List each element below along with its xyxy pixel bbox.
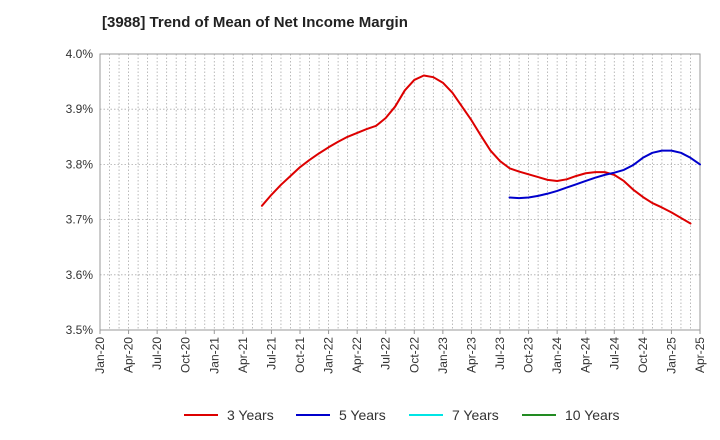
y-tick-label: 3.7% — [66, 213, 94, 227]
series-line-5-years — [508, 149, 701, 200]
x-tick-label: Jan-25 — [664, 337, 678, 374]
x-tick-label: Jan-22 — [322, 337, 336, 374]
x-tick-label: Jan-23 — [436, 337, 450, 374]
series-lines — [260, 74, 701, 225]
legend-swatch — [184, 414, 218, 416]
x-tick-label: Apr-22 — [350, 337, 364, 373]
y-tick-label: 4.0% — [66, 47, 94, 61]
x-tick-label: Apr-21 — [236, 337, 250, 373]
x-tick-label: Apr-24 — [579, 337, 593, 373]
x-tick-label: Oct-21 — [293, 337, 307, 373]
legend-label: 3 Years — [227, 407, 274, 423]
x-tick-label: Oct-22 — [407, 337, 421, 373]
x-tick-label: Jul-22 — [379, 337, 393, 370]
x-tick-label: Jul-24 — [607, 337, 621, 370]
legend-swatch — [409, 414, 443, 416]
legend: 3 Years 5 Years 7 Years 10 Years — [0, 404, 720, 426]
x-tick-label: Apr-23 — [464, 337, 478, 373]
legend-swatch — [522, 414, 556, 416]
legend-label: 7 Years — [452, 407, 499, 423]
y-tick-label: 3.8% — [66, 157, 94, 171]
x-axis-ticks: Jan-20 Apr-20 Jul-20 Oct-20 Jan-21 Apr-21 Jul-… — [93, 330, 707, 374]
grid-lines — [100, 54, 700, 330]
legend-swatch — [296, 414, 330, 416]
x-tick-label: Apr-25 — [693, 337, 707, 373]
chart-title: [3988] Trend of Mean of Net Income Margi… — [102, 14, 408, 31]
plot-frame — [99, 53, 701, 331]
x-tick-label: Oct-20 — [179, 337, 193, 373]
legend-label: 5 Years — [339, 407, 386, 423]
x-tick-label: Jul-23 — [493, 337, 507, 370]
y-axis-ticks: 3.5% 3.6% 3.7% 3.8% 3.9% 4.0% — [66, 47, 94, 337]
y-tick-label: 3.6% — [66, 268, 94, 282]
legend-label: 10 Years — [565, 407, 620, 423]
legend-item: 7 Years — [409, 404, 499, 426]
x-tick-label: Apr-20 — [122, 337, 136, 373]
x-tick-label: Jul-21 — [264, 337, 278, 370]
series-line-3-years — [260, 74, 692, 225]
x-tick-label: Jul-20 — [150, 337, 164, 370]
y-tick-label: 3.5% — [66, 323, 94, 337]
legend-item: 10 Years — [522, 404, 620, 426]
x-tick-label: Oct-24 — [636, 337, 650, 373]
x-tick-label: Oct-23 — [522, 337, 536, 373]
x-tick-label: Jan-21 — [207, 337, 221, 374]
x-tick-label: Jan-20 — [93, 337, 107, 374]
legend-item: 5 Years — [296, 404, 386, 426]
x-tick-label: Jan-24 — [550, 337, 564, 374]
y-tick-label: 3.9% — [66, 102, 94, 116]
legend-item: 3 Years — [184, 404, 274, 426]
